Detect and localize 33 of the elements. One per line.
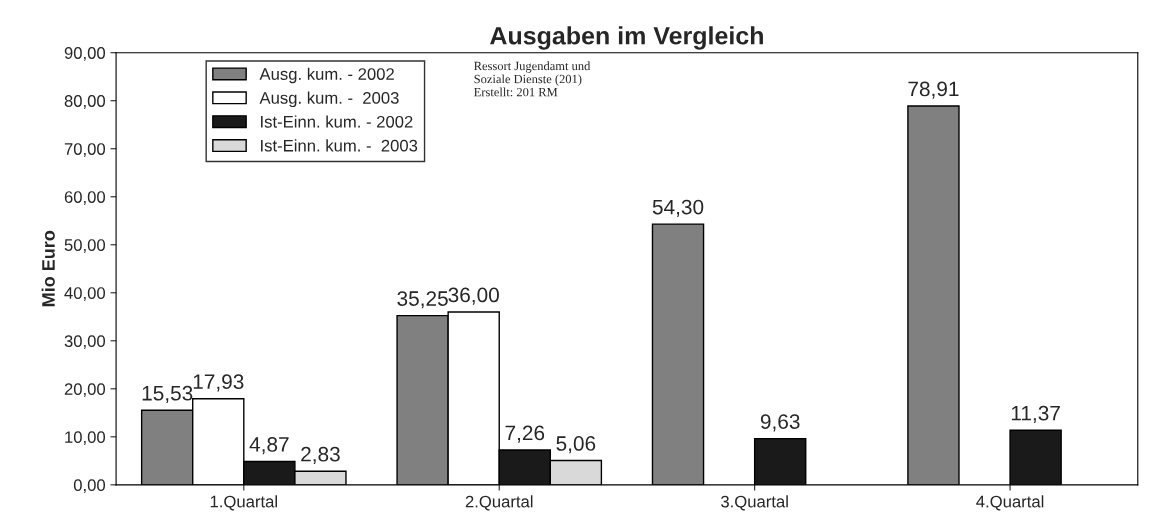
data-label: 9,63	[760, 414, 800, 432]
y-tick-label: 20,00	[64, 383, 106, 397]
legend-label: Ist-Einn. kum. - 2003	[261, 139, 418, 152]
legend-label: Ausg. kum. - 2002	[259, 67, 394, 84]
legend-label: Ist-Einn. kum. - 2002	[261, 115, 413, 128]
annotation: Ressort Jugendamt und Soziale Dienste (201) Erstellt: 201 RM	[474, 61, 591, 97]
x-tick-label: 3.Quartal	[721, 495, 788, 511]
x-tick-label: 1.Quartal	[210, 495, 277, 511]
data-label: 36,00	[448, 287, 499, 305]
data-label: 35,25	[397, 291, 448, 309]
y-tick-label: 70,00	[64, 143, 106, 157]
y-tick-label: 50,00	[64, 239, 106, 253]
y-tick-label: 60,00	[64, 191, 106, 205]
y-tick-label: 40,00	[64, 287, 106, 301]
y-tick-label: 80,00	[64, 95, 106, 109]
x-tick-label: 2.Quartal	[465, 495, 533, 511]
data-label: 11,37	[1011, 405, 1060, 424]
data-label: 17,93	[193, 374, 244, 392]
y-tick-label: 10,00	[65, 431, 106, 445]
data-label: 4,87	[249, 437, 289, 455]
y-tick-label: 30,00	[64, 335, 106, 349]
x-tick-label: 4.Quartal	[976, 495, 1044, 511]
data-label: 2,83	[301, 446, 340, 465]
data-label: 7,26	[505, 425, 545, 443]
y-tick-label: 90,00	[64, 47, 106, 61]
legend-label: Ausg. kum. - 2003	[259, 91, 399, 108]
data-label: 5,06	[556, 436, 596, 454]
y-axis-title: Mio Euro	[41, 230, 55, 307]
data-label: 78,91	[908, 81, 959, 99]
data-label: 54,30	[652, 199, 704, 217]
chart-title: Ausgaben im Vergleich	[490, 26, 763, 50]
y-tick-label: 0,00	[73, 479, 106, 494]
data-label: 15,53	[142, 385, 193, 404]
